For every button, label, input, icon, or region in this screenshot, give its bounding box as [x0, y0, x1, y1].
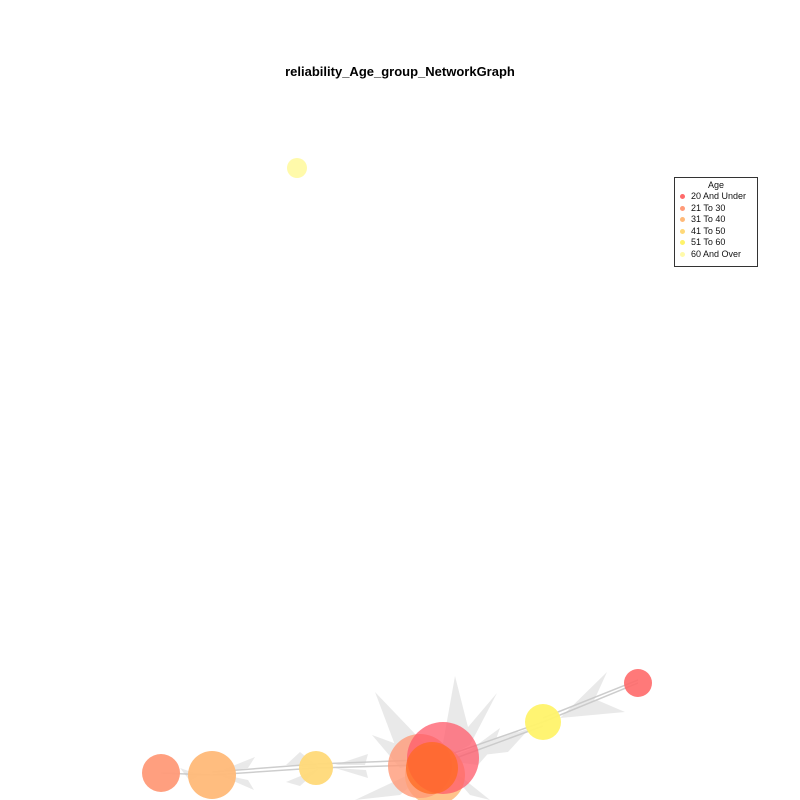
node-20-and-under	[624, 669, 652, 697]
node-21-to-30	[142, 754, 180, 792]
legend-item: 60 And Over	[675, 249, 757, 261]
legend-swatch	[680, 228, 685, 234]
legend-item: 31 To 40	[675, 214, 757, 226]
legend-item: 51 To 60	[675, 237, 757, 249]
graph-title: reliability_Age_group_NetworkGraph	[285, 64, 515, 79]
legend: Age 20 And Under 21 To 30 31 To 40 41 To 50…	[674, 177, 758, 267]
legend-label: 21 To 30	[691, 202, 726, 213]
edge	[542, 679, 639, 719]
legend-label: 60 And Over	[691, 248, 742, 259]
node-51-to-60	[525, 704, 561, 740]
legend-label: 20 And Under	[691, 191, 747, 202]
legend-label: 51 To 60	[691, 237, 726, 248]
legend-label: 41 To 50	[691, 225, 726, 236]
node-41-to-50	[299, 751, 333, 785]
legend-swatch	[680, 217, 685, 223]
legend-swatch	[680, 194, 685, 200]
nodes	[142, 158, 652, 800]
node-orange-core	[406, 742, 458, 794]
legend-item: 41 To 50	[675, 226, 757, 238]
legend-label: 31 To 40	[691, 214, 726, 225]
legend-swatch	[680, 205, 685, 211]
arrowhead	[560, 700, 625, 718]
legend-item: 21 To 30	[675, 203, 757, 215]
legend-swatch	[680, 240, 685, 246]
legend-item: 20 And Under	[675, 191, 757, 203]
node-60-and-over-isolated	[287, 158, 307, 178]
arrowhead	[335, 768, 368, 778]
legend-swatch	[680, 251, 685, 257]
legend-title: Age	[707, 180, 724, 190]
node-31-to-40	[188, 751, 236, 799]
